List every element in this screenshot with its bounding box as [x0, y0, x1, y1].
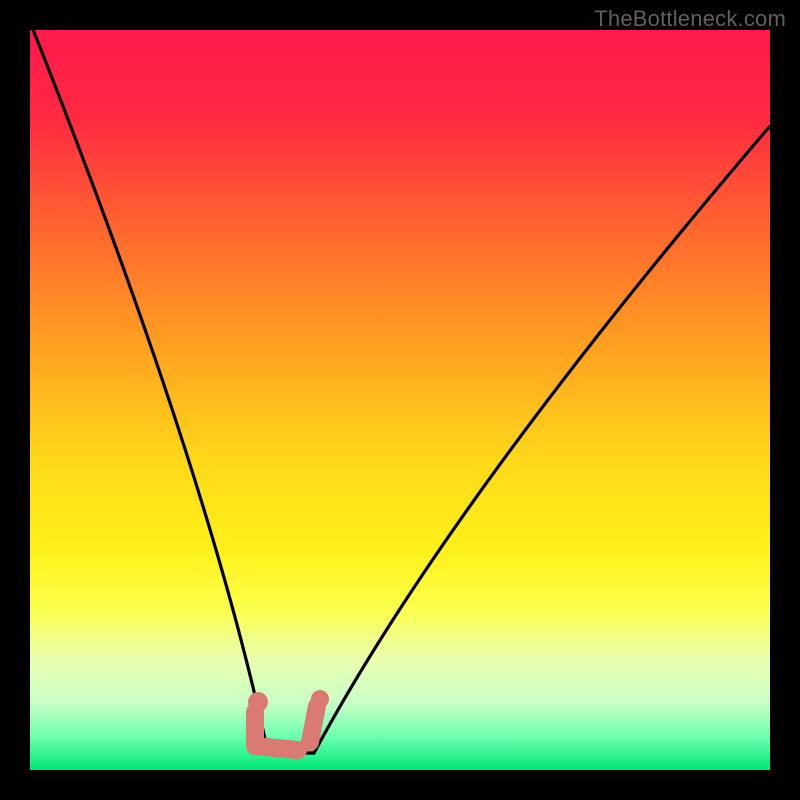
watermark-text: TheBottleneck.com	[594, 6, 786, 32]
plot-area	[30, 30, 770, 770]
gradient-background	[30, 30, 770, 770]
plot-svg	[30, 30, 770, 770]
chart-frame: TheBottleneck.com	[0, 0, 800, 800]
